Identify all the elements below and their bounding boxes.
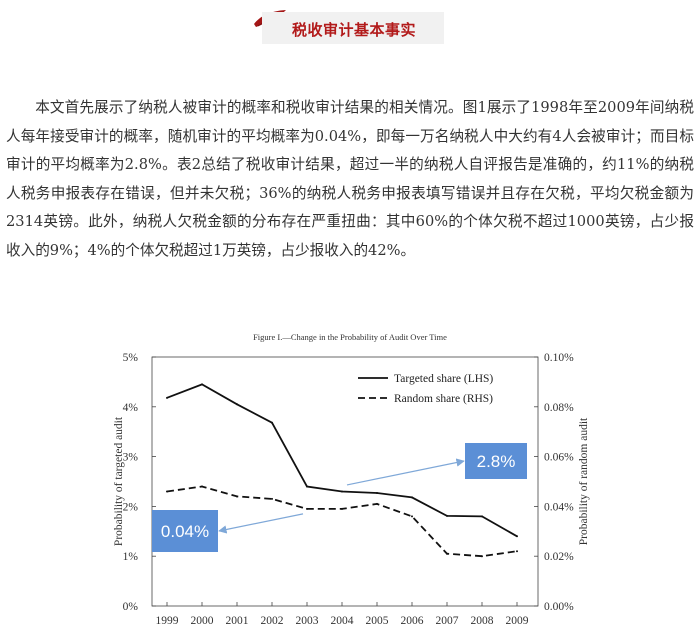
x-tick-label: 2003 xyxy=(296,615,319,627)
y-left-tick-label: 5% xyxy=(123,352,139,364)
section-title-banner: 税收审计基本事实 xyxy=(252,8,444,48)
article-paragraph: 本文首先展示了纳税人被审计的概率和税收审计结果的相关情况。图1展示了1998年至… xyxy=(6,99,694,259)
annotation-arrow xyxy=(218,513,304,534)
series-line-random xyxy=(166,485,518,558)
y-left-tick-label: 2% xyxy=(123,501,139,513)
y-right-tick-label: 0.06% xyxy=(544,452,574,464)
x-tick-label: 2008 xyxy=(471,615,494,627)
data-point xyxy=(411,496,413,499)
annotation-label: 0.04% xyxy=(161,522,209,541)
y-left-axis-title: Probability of targeted audit xyxy=(113,416,125,546)
data-point xyxy=(411,515,413,518)
data-point xyxy=(446,514,448,517)
data-point xyxy=(481,515,483,518)
data-point xyxy=(341,507,343,510)
y-right-tick-label: 0.04% xyxy=(544,501,574,513)
data-point xyxy=(236,403,238,406)
data-point xyxy=(306,485,308,488)
data-point xyxy=(166,490,168,493)
data-point xyxy=(446,552,448,555)
section-title: 税收审计基本事实 xyxy=(291,21,416,39)
data-point xyxy=(201,485,203,488)
data-point xyxy=(376,491,378,494)
data-point xyxy=(271,421,273,424)
x-tick-label: 2001 xyxy=(226,615,249,627)
x-tick-label: 2006 xyxy=(401,615,424,627)
chart-title: Figure I.—Change in the Probability of A… xyxy=(253,332,447,342)
y-right-axis-title: Probability of random audit xyxy=(578,417,590,545)
y-left-tick-label: 1% xyxy=(123,551,139,563)
x-tick-label: 2000 xyxy=(191,615,214,627)
y-right-tick-label: 0.00% xyxy=(544,601,574,613)
y-right-tick-label: 0.08% xyxy=(544,402,574,414)
x-tick-label: 2005 xyxy=(366,615,389,627)
data-point xyxy=(236,495,238,498)
data-point xyxy=(201,383,203,386)
annotation-box xyxy=(152,510,218,552)
data-point xyxy=(516,535,518,538)
x-tick-label: 2007 xyxy=(436,615,459,627)
y-left-tick-label: 4% xyxy=(123,402,139,414)
annotation-label: 2.8% xyxy=(477,452,516,471)
data-point xyxy=(166,396,168,399)
data-point xyxy=(306,507,308,510)
data-point xyxy=(341,490,343,493)
y-left-tick-label: 3% xyxy=(123,452,139,464)
plot-frame xyxy=(151,356,539,607)
series-line-targeted xyxy=(166,383,518,538)
annotation-box xyxy=(465,443,527,479)
x-tick-label: 2002 xyxy=(261,615,284,627)
x-tick-label: 2009 xyxy=(506,615,529,627)
data-point xyxy=(481,555,483,558)
data-point xyxy=(376,502,378,505)
data-point xyxy=(516,550,518,553)
line-chart: Figure I.—Change in the Probability of A… xyxy=(113,332,590,627)
section-title-background xyxy=(262,12,444,44)
annotation-arrow xyxy=(346,458,465,486)
y-right-tick-label: 0.02% xyxy=(544,551,574,563)
y-left-tick-label: 0% xyxy=(123,601,139,613)
x-tick-label: 1999 xyxy=(156,615,179,627)
legend-label: Targeted share (LHS) xyxy=(394,373,493,385)
legend-label: Random share (RHS) xyxy=(394,393,493,405)
y-right-tick-label: 0.10% xyxy=(544,352,574,364)
x-tick-label: 2004 xyxy=(331,615,354,627)
data-point xyxy=(271,497,273,500)
audit-probability-figure: Figure I.—Change in the Probability of A… xyxy=(100,322,600,639)
